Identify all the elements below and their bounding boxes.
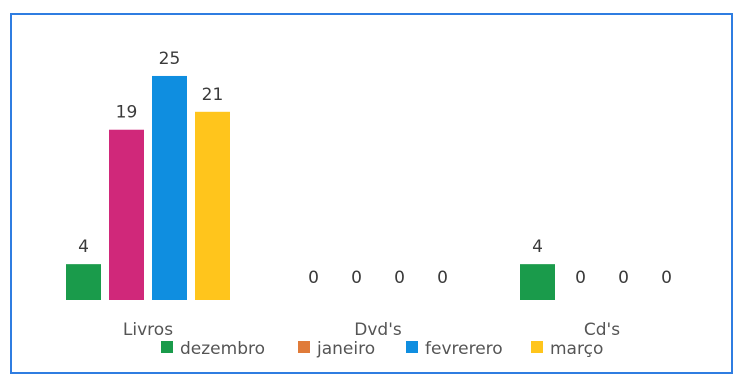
legend-label: fevrerero	[425, 339, 503, 359]
data-label: 0	[575, 268, 586, 288]
data-label: 19	[116, 103, 138, 123]
data-label: 0	[394, 268, 405, 288]
legend-label: dezembro	[180, 339, 265, 359]
bar-livros-dezembro	[66, 264, 101, 300]
data-label: 0	[661, 268, 672, 288]
data-label: 0	[351, 268, 362, 288]
legend-swatch	[298, 341, 310, 353]
category-label: Cd's	[584, 320, 620, 340]
legend-label: janeiro	[316, 339, 375, 359]
data-label: 4	[532, 237, 543, 257]
data-label: 0	[308, 268, 319, 288]
data-label: 4	[78, 237, 89, 257]
legend-swatch	[406, 341, 418, 353]
bar-livros-janeiro	[109, 129, 144, 300]
data-label: 0	[618, 268, 629, 288]
legend-swatch	[531, 341, 543, 353]
category-label: Livros	[123, 320, 173, 340]
category-label: Dvd's	[354, 320, 402, 340]
bar-livros-fevrerero	[152, 75, 187, 300]
data-label: 0	[437, 268, 448, 288]
data-label: 25	[159, 49, 181, 69]
legend-swatch	[161, 341, 173, 353]
bar-livros-março	[195, 111, 230, 300]
bar-cds-dezembro	[520, 264, 555, 300]
data-label: 21	[202, 85, 224, 105]
legend-label: março	[550, 339, 603, 359]
